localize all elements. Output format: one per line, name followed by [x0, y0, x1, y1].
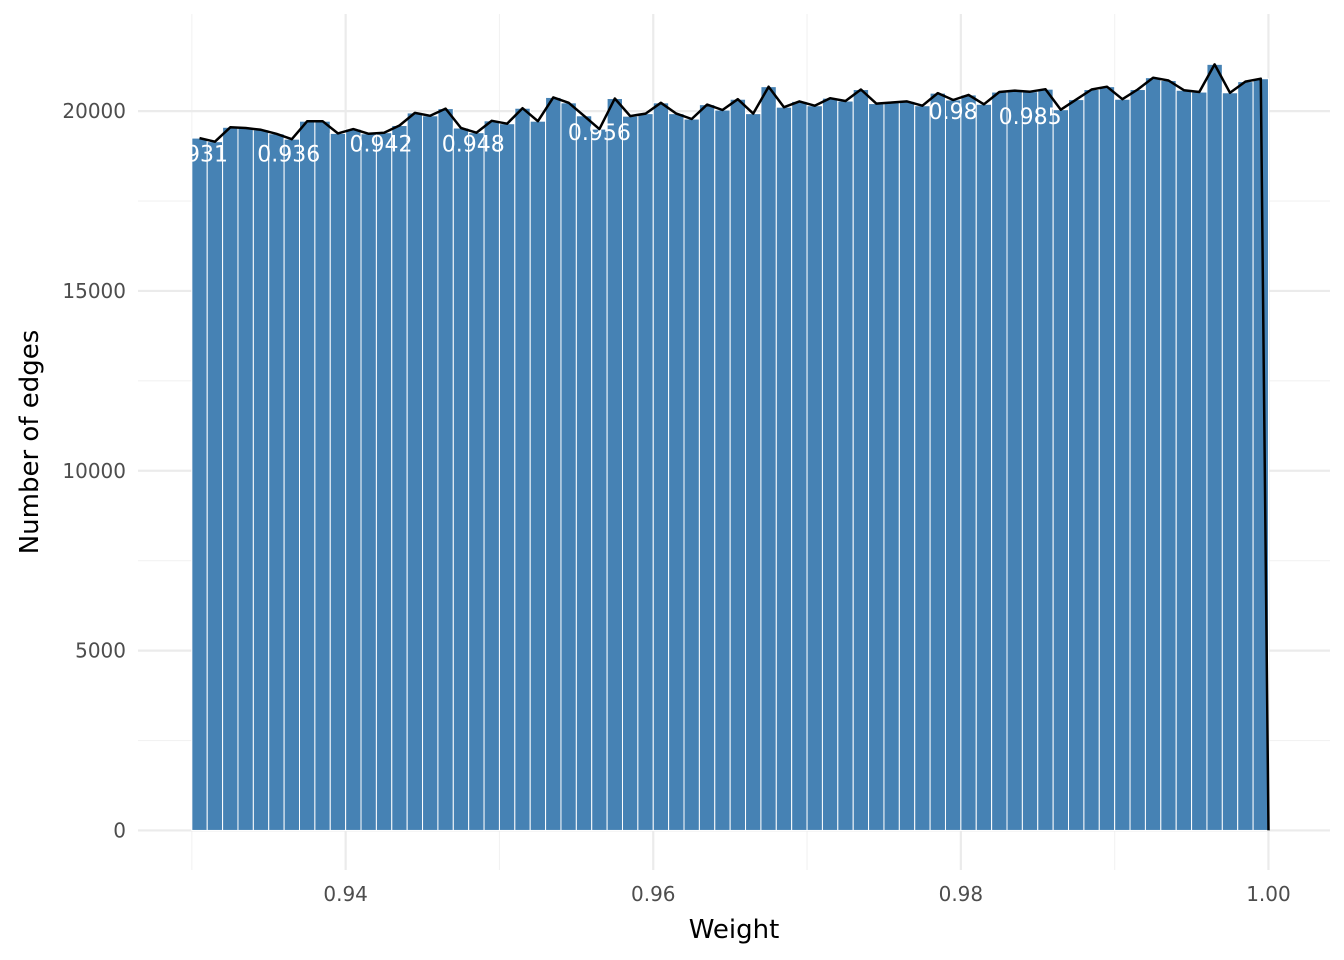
histogram-bar: [729, 98, 747, 831]
y-tick-label: 0: [113, 818, 126, 842]
histogram-bar: [452, 127, 470, 831]
x-axis-title: Weight: [689, 915, 780, 945]
histogram-bar: [1175, 89, 1193, 831]
x-tick-label: 0.96: [631, 882, 676, 906]
y-axis-ticks: 0 5000 10000 15000 20000: [62, 99, 126, 842]
histogram-bar: [775, 106, 793, 831]
histogram-bar: [929, 92, 946, 831]
histogram-bar: [791, 100, 808, 831]
histogram-bars: [191, 63, 1269, 831]
histogram-bar: [1191, 91, 1208, 831]
bar-value-label: 0.942: [350, 132, 413, 157]
histogram-bar: [1098, 86, 1116, 831]
bar-value-label: 0.98: [929, 100, 978, 125]
bar-value-label: 0.956: [568, 121, 631, 146]
histogram-bar: [406, 112, 424, 831]
histogram-bar: [975, 103, 993, 831]
histogram-bar: [345, 128, 362, 831]
histogram-bar: [637, 113, 654, 831]
histogram-bar: [222, 126, 239, 831]
y-tick-label: 20000: [62, 99, 126, 123]
x-tick-label: 1.00: [1246, 882, 1291, 906]
y-tick-label: 15000: [62, 279, 126, 303]
histogram-bar: [1160, 80, 1177, 831]
histogram-bar: [1221, 92, 1239, 831]
frequency-line: [199, 63, 1270, 831]
histogram-bar: [1052, 109, 1070, 831]
bar-labels: 0.931 0.936 0.942 0.948 0.956 0.98 0.985: [165, 100, 1062, 167]
bar-value-label: 0.931: [165, 142, 228, 167]
histogram-bar: [237, 127, 254, 831]
y-axis-title: Number of edges: [15, 330, 45, 555]
histogram-bar: [1144, 77, 1162, 831]
histogram-bar: [1237, 81, 1254, 831]
histogram-bar: [698, 104, 716, 831]
histogram-bar: [821, 97, 839, 831]
histogram-bar: [206, 141, 224, 831]
histogram-bar: [1006, 90, 1023, 831]
histogram-bar: [621, 115, 639, 831]
x-tick-label: 0.98: [939, 882, 984, 906]
x-axis-ticks: 0.94 0.96 0.98 1.00: [323, 882, 1290, 906]
histogram-bar: [745, 113, 762, 831]
histogram-bar: [652, 102, 670, 831]
histogram-bar: [852, 89, 870, 831]
histogram-bar: [1129, 89, 1146, 831]
bar-value-label: 0.985: [999, 105, 1062, 130]
histogram-bar: [991, 91, 1008, 831]
histogram-bar: [360, 133, 377, 831]
histogram-bar: [898, 100, 916, 831]
histogram-bar: [483, 120, 500, 831]
histogram-bar: [283, 138, 300, 831]
histogram-bar: [806, 105, 823, 831]
histogram-bar: [437, 108, 454, 831]
histogram-bar: [391, 124, 408, 831]
histogram-bar: [883, 101, 900, 831]
histogram-bar: [575, 115, 593, 831]
histogram-bar: [760, 86, 777, 831]
histogram-bar: [298, 120, 316, 831]
histogram-bar: [1206, 63, 1223, 831]
histogram-bar: [837, 100, 854, 831]
histogram-bar: [545, 96, 562, 831]
y-tick-label: 10000: [62, 459, 126, 483]
y-tick-label: 5000: [75, 639, 126, 663]
histogram-bar: [714, 109, 731, 831]
histogram-bar: [668, 113, 685, 831]
histogram-bar: [252, 129, 270, 831]
histogram-bar: [529, 120, 547, 831]
x-tick-label: 0.94: [323, 882, 368, 906]
histogram-bar: [314, 120, 331, 831]
bar-value-label: 0.948: [442, 132, 505, 157]
histogram-bar: [375, 132, 393, 831]
histogram-bar: [914, 105, 931, 831]
histogram-bar: [191, 137, 208, 831]
frequency-line-layer: [199, 63, 1270, 831]
histogram-bar: [1021, 91, 1039, 831]
histogram-bar: [683, 118, 700, 831]
histogram-bar: [268, 133, 285, 831]
histogram-bar: [468, 132, 485, 831]
histogram-bar: [606, 98, 623, 831]
histogram-bar: [1037, 88, 1054, 831]
bar-value-label: 0.936: [257, 142, 320, 167]
histogram-bar: [1114, 98, 1131, 831]
histogram-bar: [498, 123, 516, 831]
histogram-bar: [944, 99, 962, 831]
histogram-bar: [868, 103, 885, 831]
histogram-bar: [1083, 89, 1100, 831]
histogram-bar: [960, 94, 977, 831]
histogram-bar: [422, 115, 439, 831]
histogram-bar: [591, 128, 608, 831]
histogram-bar: [1068, 99, 1085, 831]
histogram-bar: [560, 102, 577, 831]
histogram-bar: [514, 107, 531, 831]
histogram-bar: [329, 132, 347, 831]
